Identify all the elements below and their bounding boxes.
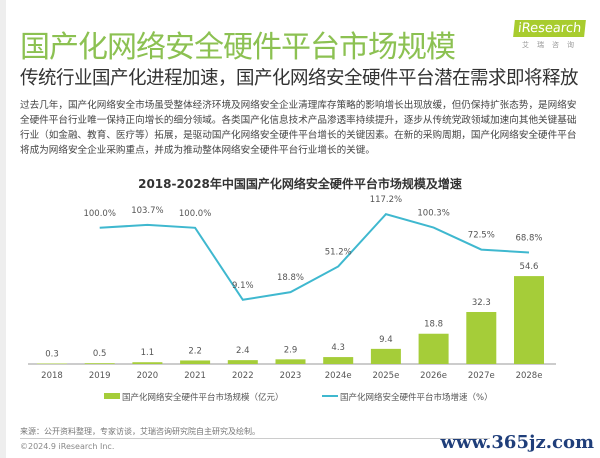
bar: [275, 359, 306, 364]
bar-value-label: 2.2: [188, 346, 202, 356]
line-value-label: 100.0%: [83, 209, 115, 219]
legend-line-label: 国产化网络安全硬件平台市场增速（%）: [340, 392, 493, 403]
x-tick-label: 2026e: [420, 371, 447, 381]
bar-value-label: 2.9: [284, 345, 298, 355]
line-value-label: 18.8%: [277, 273, 304, 283]
legend-bar-swatch: [104, 393, 120, 399]
chart-title: 2018-2028年中国国产化网络安全硬件平台市场规模及增速: [138, 176, 462, 191]
line-value-label: 68.8%: [515, 234, 542, 244]
line-value-label: 117.2%: [370, 195, 402, 205]
bar: [84, 363, 115, 364]
x-tick-label: 2025e: [372, 371, 399, 381]
bar-value-label: 9.4: [379, 335, 393, 345]
x-tick-label: 2018: [41, 371, 63, 381]
bar: [227, 360, 258, 364]
x-tick-label: 2023: [280, 371, 302, 381]
bar: [466, 311, 497, 364]
line-value-label: 72.5%: [468, 231, 495, 241]
x-tick-label: 2021: [184, 371, 206, 381]
bar-value-label: 1.1: [141, 348, 155, 358]
bar: [514, 276, 544, 364]
legend-bar-label: 国产化网络安全硬件平台市场规模（亿元）: [122, 392, 284, 403]
bar-value-label: 54.6: [520, 262, 539, 272]
bar: [132, 362, 163, 364]
bar-value-label: 0.3: [45, 350, 59, 360]
line-value-label: 51.2%: [325, 247, 352, 257]
divider: [20, 438, 490, 439]
bar-value-label: 2.4: [236, 346, 250, 356]
x-tick-label: 2020: [137, 371, 159, 381]
legend: 国产化网络安全硬件平台市场规模（亿元） 国产化网络安全硬件平台市场增速（%）: [104, 392, 493, 403]
source-note: 来源：公开资料整理，专家访谈，艾瑞咨询研究院自主研究及绘制。: [20, 427, 260, 436]
growth-line: [99, 213, 530, 301]
x-tick-label: 2028e: [516, 371, 543, 381]
x-tick-label: 2024e: [325, 371, 352, 381]
line-value-label: 100.0%: [179, 209, 211, 219]
bar-value-label: 0.5: [93, 349, 107, 359]
page-subtitle: 传统行业国产化进程加速，国产化网络安全硬件平台潜在需求即将释放: [20, 68, 579, 89]
bar: [323, 357, 354, 364]
bar-value-label: 18.8: [424, 320, 443, 330]
bar: [180, 360, 211, 364]
iresearch-logo: iResearch 艾瑞咨询: [513, 20, 587, 50]
watermark: www.365jz.com: [440, 432, 594, 453]
page-title: 国产化网络安全硬件平台市场规模: [20, 30, 456, 65]
line-value-label: 9.1%: [232, 281, 254, 291]
x-tick-label: 2027e: [468, 371, 495, 381]
x-tick-label: 2019: [89, 371, 111, 381]
line-value-label: 100.3%: [417, 209, 449, 219]
bar-value-label: 32.3: [472, 298, 491, 308]
bar: [370, 348, 401, 364]
body-text: 过去几年，国产化网络安全市场虽受整体经济环境及网络安全企业清理库存策略的影响增长…: [20, 100, 577, 156]
bar: [418, 333, 449, 364]
copyright: ©2024.9 iResearch Inc.: [20, 442, 115, 451]
bar-value-label: 4.3: [331, 343, 345, 353]
x-tick-label: 2022: [232, 371, 254, 381]
logo-sub: 艾瑞咨询: [522, 41, 582, 49]
line-value-label: 103.7%: [131, 206, 163, 216]
page-edge: [0, 0, 6, 458]
